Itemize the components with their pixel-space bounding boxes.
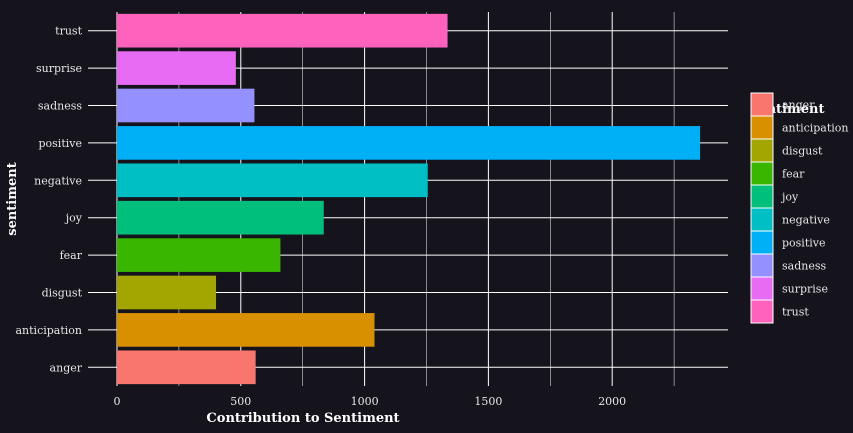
bar-disgust xyxy=(117,275,217,310)
legend-label-surprise: surprise xyxy=(782,283,828,296)
x-axis-title: Contribution to Sentiment xyxy=(206,411,399,426)
legend-label-positive: positive xyxy=(782,237,826,250)
y-tick-labels: anger anticipation disgust fear joy negative p… xyxy=(15,25,82,375)
legend-key-anticipation xyxy=(750,115,774,140)
legend-key-sadness xyxy=(750,253,774,278)
y-tick-label-surprise: surprise xyxy=(36,62,82,75)
legend: sentiment angeranticipationdisgustfearjo… xyxy=(750,92,849,324)
legend-label-anger: anger xyxy=(782,99,815,112)
legend-label-joy: joy xyxy=(780,191,799,204)
x-tick-label: 1000 xyxy=(351,395,379,408)
y-tick-label-positive: positive xyxy=(39,137,83,150)
x-tick-label: 1500 xyxy=(474,395,502,408)
legend-key-joy xyxy=(750,184,774,209)
y-tick-label-anticipation: anticipation xyxy=(15,324,82,337)
bar-fear xyxy=(117,238,281,272)
bar-trust xyxy=(117,13,448,48)
legend-key-negative xyxy=(750,207,774,232)
bar-anger xyxy=(117,350,256,385)
bar-negative xyxy=(117,163,428,198)
x-tick-label: 2000 xyxy=(598,395,626,408)
x-tick-label: 500 xyxy=(230,395,251,408)
legend-key-trust xyxy=(750,299,774,324)
y-tick-label-negative: negative xyxy=(34,174,82,187)
legend-key-fear xyxy=(750,161,774,186)
x-tick-labels: 0 500 1000 1500 2000 xyxy=(114,395,627,408)
y-tick-label-trust: trust xyxy=(55,25,82,38)
bar-joy xyxy=(117,200,324,235)
y-axis-title: sentiment xyxy=(5,162,20,235)
legend-key-positive xyxy=(750,230,774,255)
legend-label-negative: negative xyxy=(782,214,830,227)
legend-key-anger xyxy=(750,92,774,117)
bar-anticipation xyxy=(117,313,375,347)
legend-label-sadness: sadness xyxy=(782,260,826,273)
legend-label-anticipation: anticipation xyxy=(782,122,849,135)
bars xyxy=(117,13,701,385)
y-tick-label-fear: fear xyxy=(60,249,83,262)
y-tick-label-anger: anger xyxy=(50,361,83,374)
x-tick-label: 0 xyxy=(114,395,121,408)
y-tick-label-disgust: disgust xyxy=(42,287,83,300)
legend-label-disgust: disgust xyxy=(782,145,823,158)
legend-key-disgust xyxy=(750,138,774,163)
bar-surprise xyxy=(117,51,236,85)
legend-key-surprise xyxy=(750,276,774,301)
legend-label-fear: fear xyxy=(782,168,805,181)
y-tick-label-joy: joy xyxy=(64,212,83,225)
y-tick-label-sadness: sadness xyxy=(38,100,82,113)
bar-sadness xyxy=(117,88,255,123)
legend-label-trust: trust xyxy=(782,306,809,319)
bar-positive xyxy=(117,126,701,160)
